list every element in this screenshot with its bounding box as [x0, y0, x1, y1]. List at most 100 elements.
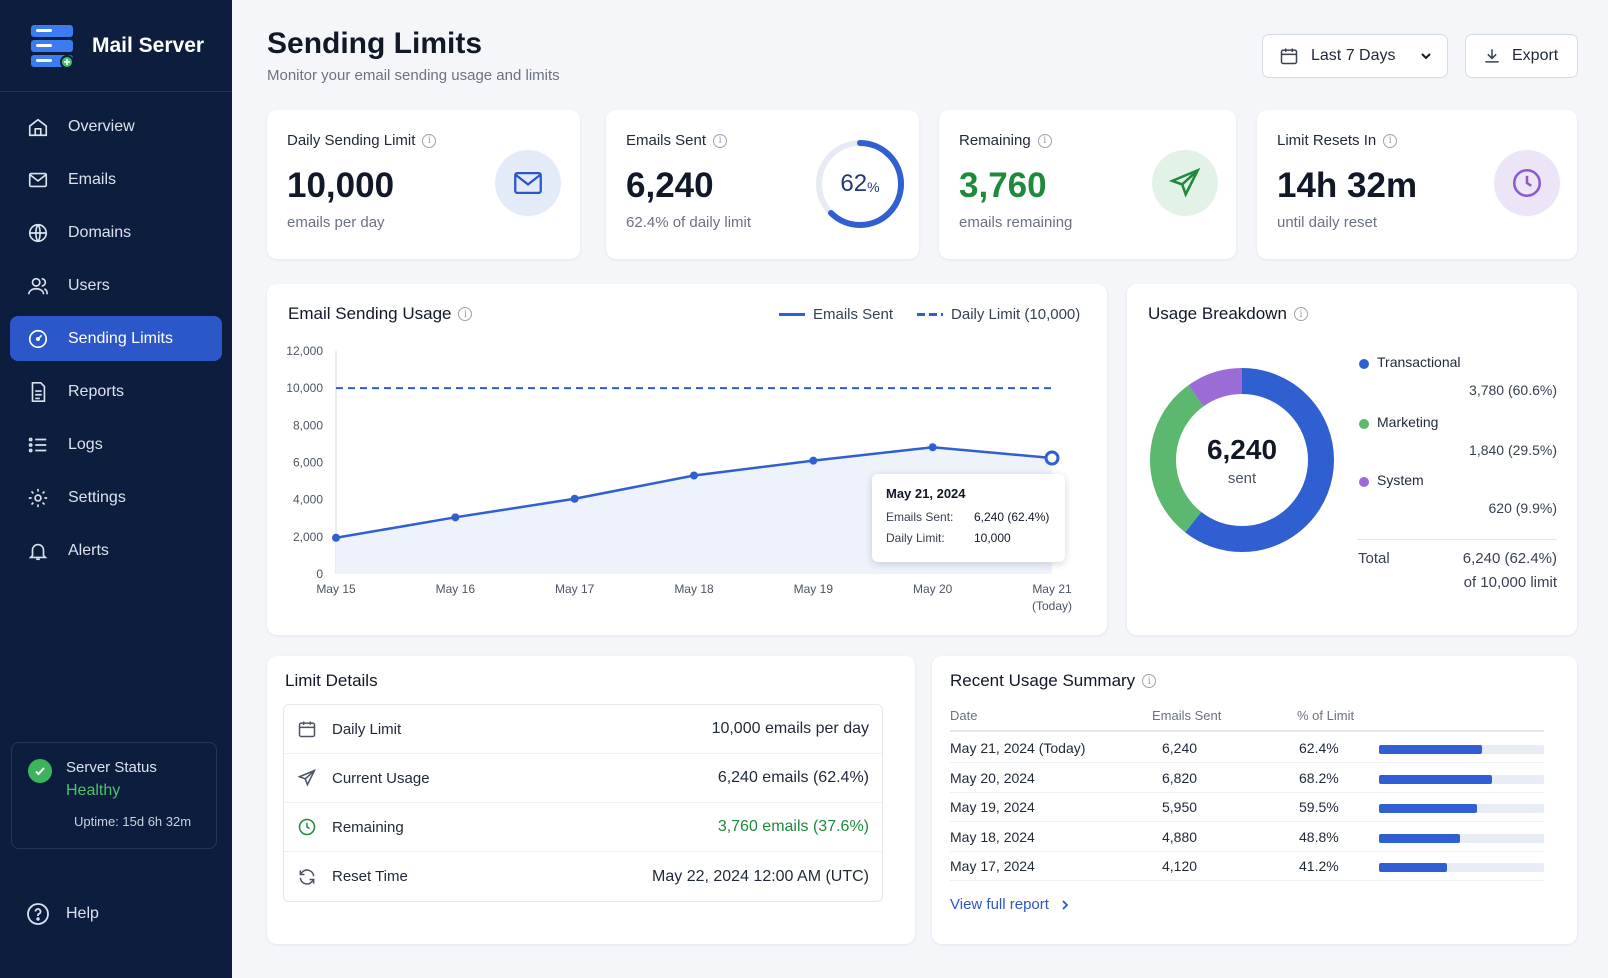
stat-card-resets-in: Limit Resets In i 14h 32m until daily res…	[1257, 110, 1577, 259]
sidebar-item-domains[interactable]: Domains	[10, 210, 222, 255]
row-date: May 17, 2024	[950, 858, 1035, 874]
y-tick-label: 0	[316, 567, 323, 581]
usage-ring-fill	[816, 140, 904, 228]
stat-label: Daily Sending Limit	[287, 132, 416, 149]
donut-slice-system	[1150, 368, 1334, 552]
sidebar-item-emails[interactable]: Emails	[10, 157, 222, 202]
sidebar-item-alerts[interactable]: Alerts	[10, 528, 222, 573]
row-sent: 6,820	[1162, 769, 1198, 786]
stat-card-daily-limit: Daily Sending Limit i 10,000 emails per d…	[267, 110, 580, 259]
stat-label: Limit Resets In	[1277, 132, 1377, 149]
y-tick-label: 12,000	[286, 344, 323, 358]
sidebar-nav: Overview Emails Domains Users Sending Li…	[0, 92, 232, 573]
sidebar-item-users[interactable]: Users	[10, 263, 222, 308]
info-icon[interactable]: i	[1037, 133, 1052, 148]
column-header-date: Date	[950, 708, 978, 723]
breakdown-divider	[1357, 539, 1557, 540]
recent-usage-card: Recent Usage Summary i Date Emails Sent %…	[932, 656, 1577, 944]
sidebar: Mail Server Overview Emails Domains User…	[0, 0, 232, 978]
mail-icon	[26, 168, 50, 192]
app-title: Mail Server	[92, 33, 205, 57]
column-header-pct: % of Limit	[1297, 708, 1355, 723]
sidebar-item-label: Settings	[68, 488, 126, 506]
row-pct: 48.8%	[1299, 828, 1339, 845]
check-circle-icon	[28, 759, 52, 783]
usage-ring	[816, 140, 904, 228]
sidebar-item-overview[interactable]: Overview	[10, 104, 222, 149]
page-subtitle: Monitor your email sending usage and lim…	[267, 67, 560, 84]
breakdown-total-label: Total	[1358, 550, 1390, 567]
info-icon[interactable]: i	[1383, 133, 1398, 148]
x-tick-label: May 20	[913, 582, 953, 596]
legend-name: Marketing	[1377, 414, 1439, 430]
sidebar-item-reports[interactable]: Reports	[10, 369, 222, 414]
tooltip-limit-value: 10,000	[974, 531, 1011, 545]
legend-label-sent: Emails Sent	[813, 306, 894, 323]
recent-usage-title: Recent Usage Summary	[950, 671, 1136, 690]
x-tick-label: May 18	[674, 582, 714, 596]
y-tick-label: 4,000	[293, 493, 323, 507]
row-sent: 5,950	[1162, 799, 1198, 815]
breakdown-total-sub: of 10,000 limit	[1463, 574, 1557, 591]
usage-bar	[1379, 745, 1544, 754]
stat-card-remaining: Remaining i 3,760 emails remaining	[939, 110, 1236, 259]
row-pct: 62.4%	[1299, 740, 1339, 756]
y-tick-label: 6,000	[293, 456, 323, 470]
limit-details-table: Daily Limit 10,000 emails per day Curren…	[283, 704, 883, 902]
legend-label-limit: Daily Limit (10,000)	[951, 306, 1081, 323]
sidebar-item-settings[interactable]: Settings	[10, 475, 222, 520]
limit-row-value: 3,760 emails (37.6%)	[717, 818, 869, 835]
legend-name: System	[1377, 472, 1424, 488]
date-range-select[interactable]: Last 7 Days	[1262, 34, 1448, 78]
info-icon[interactable]: i	[458, 307, 473, 321]
export-button[interactable]: Export	[1465, 34, 1578, 78]
limit-row-label: Reset Time	[332, 868, 408, 885]
mail-icon	[495, 150, 561, 216]
sidebar-item-label: Sending Limits	[68, 329, 173, 347]
y-tick-label: 8,000	[293, 418, 323, 432]
export-label: Export	[1512, 47, 1559, 64]
y-tick-label: 2,000	[293, 530, 323, 544]
help-link[interactable]: Help	[26, 902, 99, 926]
view-full-report-label: View full report	[950, 896, 1049, 913]
data-point	[928, 443, 937, 452]
sidebar-item-logs[interactable]: Logs	[10, 422, 222, 467]
refresh-icon	[296, 866, 318, 888]
gear-icon	[26, 486, 50, 510]
view-full-report-link[interactable]: View full report	[950, 896, 1071, 913]
usage-line-chart: 0 2,000 4,000 6,000 8,000 10,000 12,000 May 15 M…	[286, 344, 1072, 613]
row-date: May 21, 2024 (Today)	[950, 740, 1086, 756]
row-pct: 41.2%	[1299, 858, 1339, 874]
row-sent: 4,120	[1162, 858, 1198, 874]
usage-bar-fill	[1379, 745, 1482, 754]
row-pct: 59.5%	[1299, 799, 1339, 815]
stat-label: Remaining	[959, 132, 1031, 149]
info-icon[interactable]: i	[422, 133, 437, 148]
users-icon	[26, 274, 50, 298]
data-point	[332, 533, 340, 542]
legend-value: 1,840 (29.5%)	[1469, 442, 1557, 458]
x-tick-label: May 15	[316, 582, 356, 596]
info-icon[interactable]: i	[1142, 674, 1157, 688]
breakdown-title: Usage Breakdown	[1148, 304, 1287, 323]
limit-row-value: May 22, 2024 12:00 AM (UTC)	[652, 867, 869, 885]
tooltip-limit-label: Daily Limit:	[886, 531, 945, 545]
usage-bar	[1379, 804, 1544, 813]
tooltip-sent-value: 6,240 (62.4%)	[974, 510, 1050, 524]
row-date: May 19, 2024	[950, 799, 1035, 815]
chart-legend: Emails Sent Daily Limit (10,000)	[779, 306, 1080, 323]
limit-details-card: Limit Details Daily Limit 10,000 emails …	[267, 656, 915, 944]
sidebar-item-sending-limits[interactable]: Sending Limits	[10, 316, 222, 361]
info-icon[interactable]: i	[1293, 307, 1308, 321]
server-status-label: Server Status	[66, 759, 157, 776]
bell-icon	[26, 539, 50, 563]
donut-center-value: 6,240	[1206, 433, 1278, 465]
chevron-down-icon	[1419, 49, 1433, 63]
server-logo-icon	[30, 23, 76, 69]
info-icon[interactable]: i	[713, 133, 728, 148]
x-tick-label: May 16	[436, 582, 476, 596]
data-point	[690, 471, 698, 480]
stat-value: 14h 32m	[1277, 166, 1418, 205]
data-point	[570, 494, 579, 503]
legend-line-solid	[779, 313, 805, 316]
